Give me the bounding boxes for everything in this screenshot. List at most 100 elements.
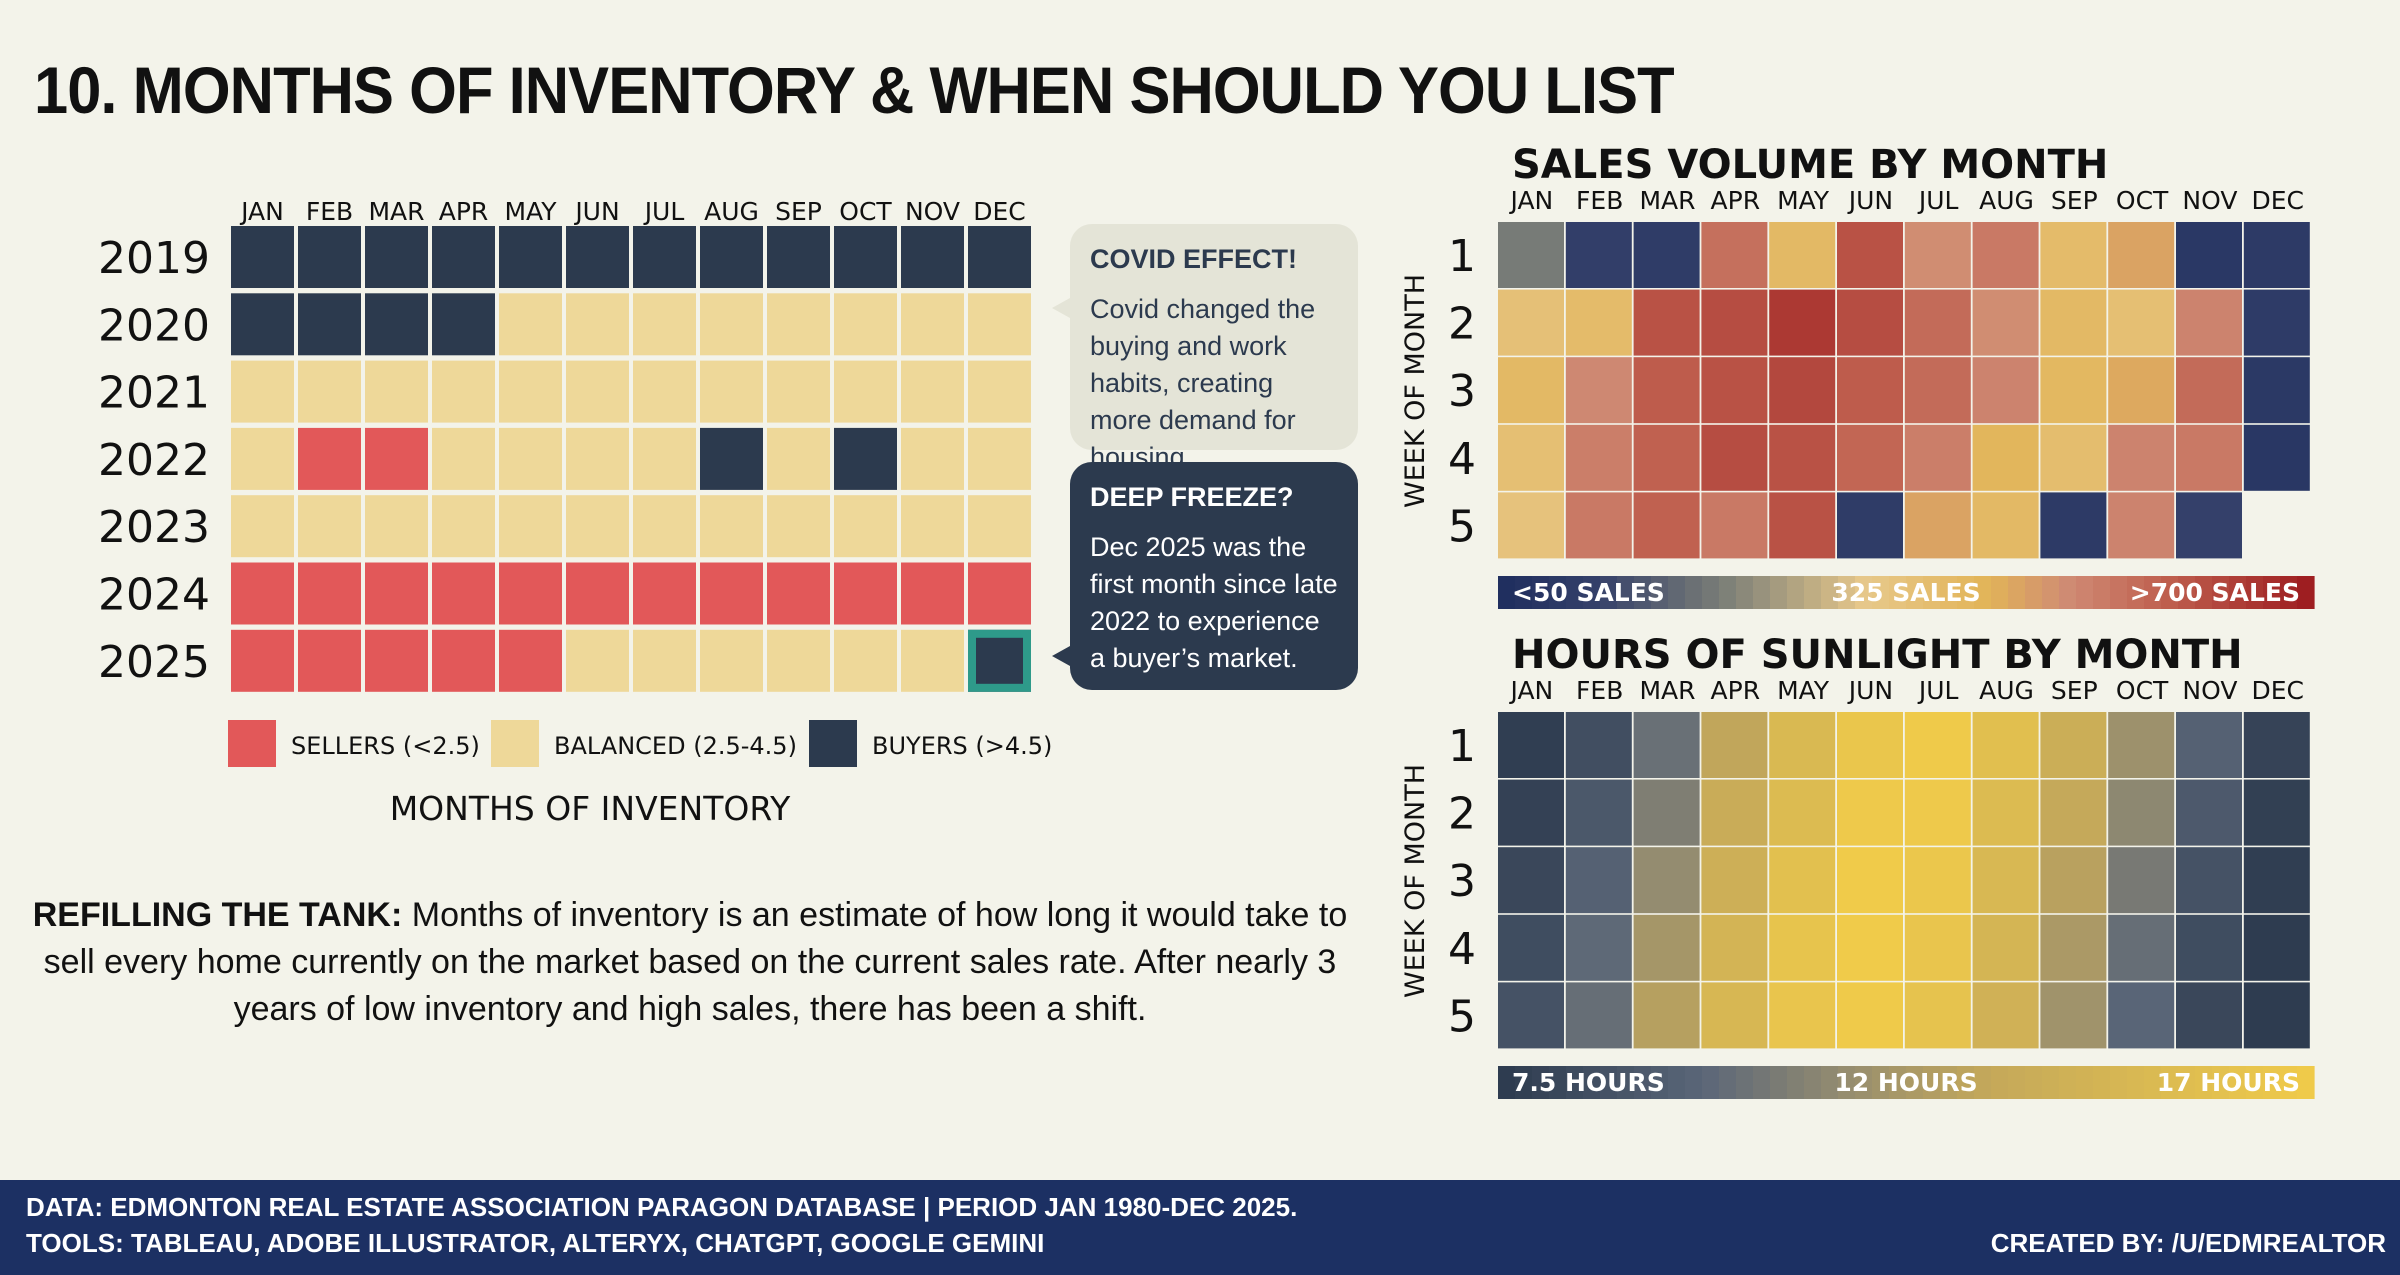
months-of-inventory-chart: JAN FEB MAR APR MAY JUN JUL AUG SEP OCT NOV DEC 2019… <box>98 197 1052 828</box>
scale-segment <box>1651 1066 1669 1099</box>
heatmap-cell <box>1633 222 1700 288</box>
heatmap-cell <box>1498 222 1564 288</box>
scale-segment <box>2212 576 2230 609</box>
heatmap-cell <box>1837 357 1903 424</box>
scale-segment <box>1855 1066 1873 1099</box>
heatmap-cell <box>1837 712 1903 778</box>
heatmap-cell <box>1565 982 1632 1049</box>
scale-segment <box>1974 576 1992 609</box>
heatmap-cell <box>1633 492 1700 559</box>
inv-cell <box>432 427 495 490</box>
scale-segment <box>1600 1066 1618 1099</box>
heatmap-cell <box>1701 712 1768 778</box>
scale-segment <box>1736 1066 1754 1099</box>
inv-cell <box>700 427 763 490</box>
scale-segment <box>1906 1066 1924 1099</box>
inv-cell <box>499 495 562 558</box>
scale-segment <box>1957 576 1975 609</box>
inv-cell <box>566 495 629 558</box>
heatmap-cell <box>1972 847 2039 914</box>
heatmap-cell <box>1972 492 2039 559</box>
heatmap-cell <box>1904 289 1971 356</box>
scale-segment <box>2195 1066 2213 1099</box>
heatmap-cell <box>2176 289 2242 356</box>
heatmap-cell <box>1633 982 1700 1049</box>
footer-tools: TOOLS: TABLEAU, ADOBE ILLUSTRATOR, ALTER… <box>26 1228 1045 1258</box>
heatmap-cell <box>2176 914 2242 981</box>
heatmap-cell <box>1972 289 2039 356</box>
inv-cell <box>767 427 830 490</box>
inv-cell <box>767 495 830 558</box>
inv-cell <box>901 427 964 490</box>
heatmap-cell <box>2176 779 2242 846</box>
inv-cell <box>298 293 361 356</box>
month-label: JAN <box>1509 186 1554 215</box>
scale-segment <box>2093 576 2111 609</box>
scale-segment <box>1872 1066 1890 1099</box>
inv-cell <box>968 562 1031 625</box>
week-label: 4 <box>1448 924 1476 975</box>
scale-segment <box>2025 576 2043 609</box>
scale-segment <box>1668 1066 1686 1099</box>
inv-cell <box>499 427 562 490</box>
heatmap-cell <box>1837 424 1903 491</box>
inv-cell <box>566 427 629 490</box>
heatmap-cell <box>2243 289 2310 356</box>
scale-segment <box>1702 576 1720 609</box>
week-label: 3 <box>1448 856 1476 907</box>
month-label: FEB <box>1576 676 1623 705</box>
heatmap-cell <box>1565 357 1632 424</box>
inv-cell <box>365 226 428 288</box>
scale-segment <box>2042 576 2060 609</box>
heatmap-cell <box>1565 914 1632 981</box>
scale-segment <box>2229 1066 2247 1099</box>
heatmap-cell <box>1498 289 1564 356</box>
scale-segment <box>2161 576 2179 609</box>
inv-cell <box>499 629 562 692</box>
heatmap-cell <box>1565 712 1632 778</box>
scale-segment <box>1940 576 1958 609</box>
inv-cell <box>298 629 361 692</box>
heatmap-cell <box>1837 289 1903 356</box>
heatmap-cell <box>2108 712 2175 778</box>
scale-segment <box>2025 1066 2043 1099</box>
heatmap-cell <box>2040 357 2107 424</box>
scale-segment <box>2280 576 2298 609</box>
heatmap-cell <box>1498 779 1564 846</box>
heatmap-cell <box>1565 492 1632 559</box>
heatmap-cell <box>2176 847 2242 914</box>
heatmap-cell <box>2040 982 2107 1049</box>
scale-segment <box>1532 576 1550 609</box>
scale-segment <box>1634 1066 1652 1099</box>
inv-cell <box>231 629 294 692</box>
inv-cell <box>231 360 294 423</box>
inv-year-label: 2025 <box>98 637 210 688</box>
inv-cell <box>298 427 361 490</box>
scale-segment <box>2195 576 2213 609</box>
inv-cell <box>834 360 897 423</box>
heatmap-cell <box>1498 357 1564 424</box>
month-label: MAY <box>1777 186 1830 215</box>
inv-year-label: 2020 <box>98 300 210 351</box>
heatmap-cell <box>1633 779 1700 846</box>
heatmap-cell <box>2040 289 2107 356</box>
inv-month-label: FEB <box>306 197 353 226</box>
heatmap-cell <box>1633 847 1700 914</box>
footer: DATA: EDMONTON REAL ESTATE ASSOCIATION P… <box>0 1180 2400 1275</box>
inv-cell <box>566 562 629 625</box>
inv-cell <box>633 293 696 356</box>
highlight-cell <box>968 629 1031 692</box>
month-label: JUL <box>1917 186 1959 215</box>
scale-segment <box>1821 576 1839 609</box>
heatmap-cell <box>2176 982 2242 1049</box>
heatmap-cell <box>2243 847 2310 914</box>
inv-cell <box>767 562 830 625</box>
heatmap-cell <box>1701 914 1768 981</box>
chart-title: SALES VOLUME BY MONTH <box>1512 142 2108 188</box>
heatmap-cell <box>1769 357 1836 424</box>
scale-segment <box>2008 576 2026 609</box>
inv-cell <box>432 293 495 356</box>
heatmap-cell <box>1769 847 1836 914</box>
month-label: MAR <box>1639 676 1695 705</box>
